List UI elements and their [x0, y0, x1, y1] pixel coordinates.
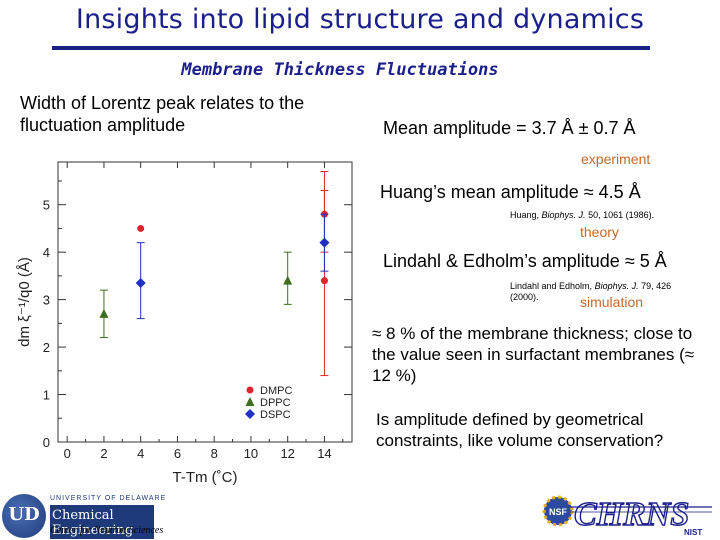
huang-reference: Huang, Biophys. J. 50, 1061 (1986). [510, 210, 680, 221]
lindahl-ref-post: 79, 426 (2000). [510, 281, 672, 302]
data-point-dspc [135, 278, 146, 289]
y-axis-label: dm ξ⁻¹/q0 (Å) [16, 257, 33, 347]
ud-seal-letters: UD [8, 504, 40, 525]
ud-department: Chemical Engineering [50, 507, 154, 539]
y-tick-label: 2 [43, 340, 50, 355]
y-tick-label: 0 [43, 435, 50, 450]
y-tick-label: 5 [43, 198, 50, 213]
y-tick-label: 1 [43, 388, 50, 403]
percent-text: ≈ 8 % of the membrane thickness; close t… [372, 324, 695, 385]
ud-divider [50, 505, 154, 507]
huang-ref-post: 50, 1061 (1986). [585, 210, 655, 220]
x-tick-label: 10 [244, 446, 258, 461]
data-point-dspc [319, 237, 330, 248]
chart-marks [99, 170, 330, 377]
slide-title: Insights into lipid structure and dynami… [75, 4, 645, 35]
lindahl-text: Lindahl & Edholm’s amplitude ≈ 5 Å [383, 251, 667, 271]
x-tick-label: 14 [317, 446, 331, 461]
lindahl-ref-pre: Lindahl and Edholm, [510, 281, 595, 291]
legend-marker-dspc [245, 409, 255, 419]
x-axis-label: T-Tm (˚C) [173, 469, 238, 486]
y-tick-label: 3 [43, 293, 50, 308]
nsf-globe-icon [544, 497, 572, 525]
nsf-text: NSF [549, 507, 568, 517]
plot-frame [57, 161, 353, 443]
ud-center-name: Center for Neutron Sciences [50, 525, 164, 536]
data-point-dppc [99, 308, 109, 318]
legend-marker-dppc [245, 397, 255, 406]
ud-seal-icon [2, 494, 46, 538]
ud-university-name: UNIVERSITY OF DELAWARE [50, 495, 167, 502]
lindahl-reference: Lindahl and Edholm, Biophys. J. 79, 426 … [510, 281, 700, 303]
x-tick-label: 0 [64, 446, 71, 461]
nsf-ring-icon [542, 495, 574, 527]
nist-text: NIST [684, 528, 702, 537]
y-tick-label: 4 [43, 245, 50, 260]
chrns-wordmark: CHRNS [574, 496, 689, 533]
simulation-tag: simulation [580, 294, 644, 310]
chrns-logo: NSF CHRNS NIST [542, 495, 712, 537]
x-tick-label: 8 [211, 446, 218, 461]
huang-ref-pre: Huang, [510, 210, 542, 220]
mean-amplitude-text: Mean amplitude = 3.7 Å ± 0.7 Å [383, 118, 636, 138]
legend-label-dmpc: DMPC [260, 385, 292, 397]
theory-tag: theory [580, 224, 619, 240]
legend-label-dppc: DPPC [260, 397, 291, 409]
x-tick-label: 4 [137, 446, 144, 461]
x-tick-label: 6 [174, 446, 181, 461]
chart-labels: T-Tm (˚C) dm ξ⁻¹/q0 (Å) [16, 257, 237, 486]
legend-label-dspc: DSPC [260, 409, 291, 421]
x-tick-label: 2 [100, 446, 107, 461]
lindahl-ref-journal: Biophys. J. [594, 281, 639, 291]
title-underline [52, 46, 650, 50]
slide-subtitle: Membrane Thickness Fluctuations [181, 60, 499, 80]
data-point-dppc [283, 275, 293, 285]
data-point-dmpc [320, 277, 328, 285]
question-text: Is amplitude defined by geometrical cons… [376, 410, 664, 450]
lorentz-text: Width of Lorentz peak relates to the flu… [20, 93, 305, 135]
huang-text: Huang’s mean amplitude ≈ 4.5 Å [380, 182, 641, 202]
huang-ref-journal: Biophys. J. [541, 210, 586, 220]
x-tick-label: 12 [280, 446, 294, 461]
data-point-dmpc [137, 224, 145, 232]
experiment-tag: experiment [581, 151, 651, 167]
legend-marker-dmpc [246, 386, 254, 394]
